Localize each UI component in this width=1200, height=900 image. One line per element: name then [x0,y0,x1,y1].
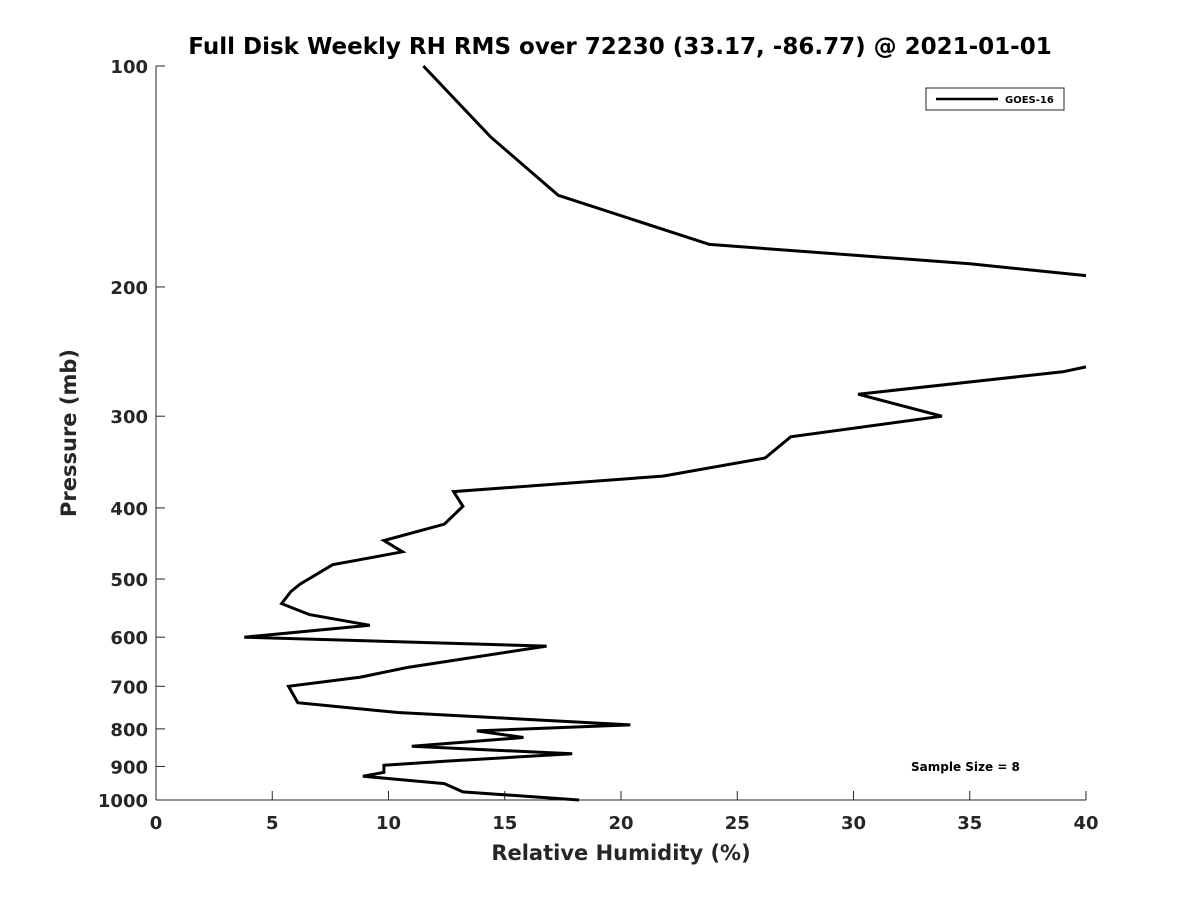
series-lines [244,64,1087,802]
y-tick-label: 300 [110,407,148,428]
x-tick-label: 20 [608,813,633,834]
y-tick-label: 500 [110,570,148,591]
series-line-goes-16 [422,64,1087,278]
y-tick-label: 1000 [98,791,148,812]
y-axis-label: Pressure (mb) [57,349,81,517]
y-tick-label: 600 [110,628,148,649]
x-tick-label: 10 [376,813,401,834]
y-tick-label: 100 [110,57,148,78]
x-tick-label: 25 [725,813,750,834]
sample-size-annotation: Sample Size = 8 [911,760,1020,774]
y-axis-ticks: 100 200 300 400 500 600 700 800 900 1000 [98,57,165,812]
x-tick-label: 40 [1073,813,1098,834]
x-tick-label: 15 [492,813,517,834]
x-tick-label: 30 [841,813,866,834]
y-tick-label: 700 [110,677,148,698]
y-tick-label: 200 [110,278,148,299]
x-tick-label: 35 [957,813,982,834]
x-axis-label: Relative Humidity (%) [491,841,750,865]
chart-title: Full Disk Weekly RH RMS over 72230 (33.1… [188,34,1051,60]
series-line-goes-16 [244,365,1087,802]
x-tick-label: 5 [266,813,279,834]
y-tick-label: 400 [110,499,148,520]
x-tick-label: 0 [150,813,163,834]
legend-label-goes-16: GOES-16 [1005,95,1054,106]
y-tick-label: 800 [110,720,148,741]
y-tick-label: 900 [110,757,148,778]
legend: GOES-16 [925,87,1065,111]
x-axis-ticks: 0 5 10 15 20 25 30 35 40 [150,791,1099,834]
